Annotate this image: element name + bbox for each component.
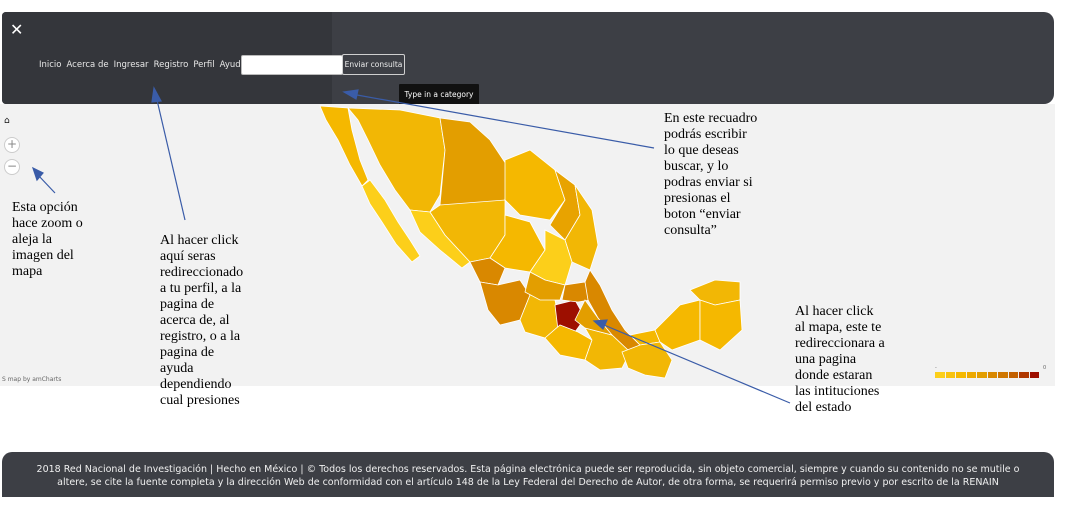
state-chiapas xyxy=(621,341,673,379)
legend-step xyxy=(1019,372,1029,378)
state-zacatecas xyxy=(489,214,546,273)
state-tamaulipas xyxy=(564,184,599,271)
legend-step xyxy=(977,372,987,378)
nav-link-acerca[interactable]: Acerca de xyxy=(66,60,109,70)
map-credit: S map by amCharts xyxy=(2,376,62,383)
legend-min-label: - xyxy=(935,365,937,371)
state-coahuila xyxy=(504,149,566,221)
legend-step xyxy=(945,372,955,378)
legend-step xyxy=(966,372,976,378)
search-tooltip: Type in a category xyxy=(399,84,479,106)
footer-line-2: altere, se cite la fuente completa y la … xyxy=(57,477,999,488)
zoom-in-icon[interactable]: + xyxy=(4,137,20,153)
legend-step xyxy=(1029,372,1039,378)
legend-max-label: 0 xyxy=(1043,365,1047,371)
annotation-zoom-note: Esta opción hace zoom o aleja la imagen … xyxy=(12,200,83,279)
annotation-map-note: Al hacer click al mapa, este te redirecc… xyxy=(795,304,885,415)
nav-link-ingresar[interactable]: Ingresar xyxy=(113,60,149,70)
annotation-nav-note: Al hacer click aquí seras redireccionado… xyxy=(160,233,244,408)
state-hidalgo xyxy=(561,281,591,303)
legend-step xyxy=(935,372,945,378)
zoom-out-icon[interactable]: − xyxy=(4,159,20,175)
page-footer: 2018 Red Nacional de Investigación | Hec… xyxy=(2,452,1054,497)
state-nayarit xyxy=(469,257,506,286)
legend-step xyxy=(1008,372,1018,378)
footer-line-1: 2018 Red Nacional de Investigación | Hec… xyxy=(36,464,1020,475)
state-oaxaca xyxy=(584,327,631,371)
annotation-arrows xyxy=(31,86,791,404)
legend-step xyxy=(987,372,997,378)
state-chihuahua xyxy=(439,117,511,211)
close-icon[interactable]: ✕ xyxy=(10,20,24,39)
state-baja-california-sur xyxy=(361,179,421,263)
home-icon[interactable]: ⌂ xyxy=(4,116,10,126)
state-sonora xyxy=(347,107,446,213)
nav-link-ayuda[interactable]: Ayuda xyxy=(219,60,246,70)
annotation-search-note: En este recuadro podrás escribir lo que … xyxy=(664,111,758,238)
state-campeche xyxy=(654,299,701,351)
state-baja-california xyxy=(319,105,369,187)
legend-step xyxy=(956,372,966,378)
send-query-button[interactable]: Enviar consulta xyxy=(342,54,405,75)
state-guanajuato xyxy=(524,271,566,301)
state-quintana-roo xyxy=(699,299,743,351)
heat-legend xyxy=(935,372,1040,378)
legend-step xyxy=(998,372,1008,378)
nav-link-perfil[interactable]: Perfil xyxy=(193,60,215,70)
nav-links: Inicio Acerca de Ingresar Registro Perfi… xyxy=(39,60,246,70)
nav-link-registro[interactable]: Registro xyxy=(153,60,189,70)
nav-link-inicio[interactable]: Inicio xyxy=(39,60,62,70)
top-navbar: ✕ Inicio Acerca de Ingresar Registro Per… xyxy=(2,12,1054,104)
